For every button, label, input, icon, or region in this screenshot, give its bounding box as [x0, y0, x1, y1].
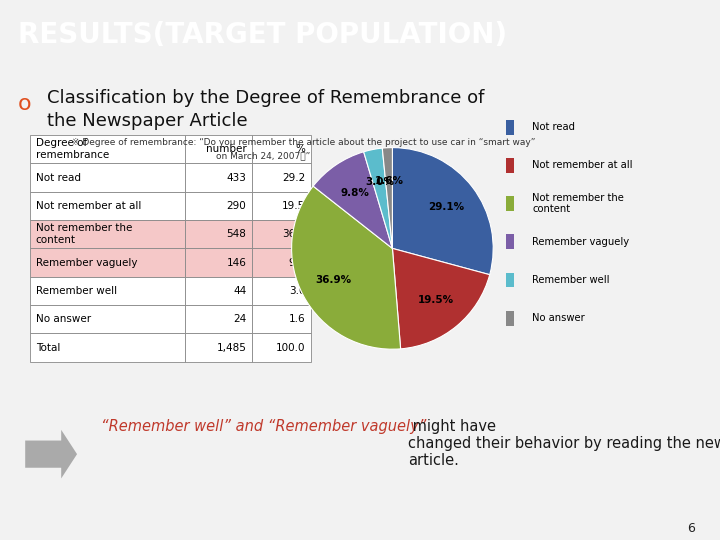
- Bar: [30, 333, 185, 362]
- Text: o: o: [18, 94, 32, 114]
- Text: 548: 548: [227, 229, 246, 239]
- Bar: [252, 192, 311, 220]
- Text: ※ Degree of remembrance: “Do you remember the article about the project to use c: ※ Degree of remembrance: “Do you remembe…: [72, 138, 536, 147]
- Text: Classification by the Degree of Remembrance of
the Newspaper Article: Classification by the Degree of Remembra…: [47, 89, 484, 130]
- Text: Not remember the
content: Not remember the content: [36, 224, 132, 245]
- Wedge shape: [313, 152, 392, 248]
- Bar: [506, 158, 515, 173]
- FancyArrow shape: [25, 430, 77, 478]
- Text: 290: 290: [227, 201, 246, 211]
- Bar: [252, 220, 311, 248]
- Wedge shape: [364, 148, 392, 248]
- Bar: [30, 305, 185, 333]
- Bar: [30, 248, 185, 276]
- Bar: [252, 248, 311, 276]
- Bar: [252, 333, 311, 362]
- Text: Not read: Not read: [532, 122, 575, 132]
- Text: 9.8%: 9.8%: [340, 187, 369, 198]
- Text: 3.0%: 3.0%: [365, 177, 394, 187]
- Text: Remember vaguely: Remember vaguely: [36, 258, 138, 268]
- Bar: [30, 220, 185, 248]
- Text: Not remember at all: Not remember at all: [36, 201, 141, 211]
- Text: 44: 44: [233, 286, 246, 296]
- Text: Remember vaguely: Remember vaguely: [532, 237, 629, 247]
- Text: RESULTS(TARGET POPULATION): RESULTS(TARGET POPULATION): [18, 21, 507, 49]
- Bar: [30, 135, 185, 163]
- Text: 36.9%: 36.9%: [315, 275, 351, 285]
- Bar: [185, 305, 252, 333]
- Text: 1.6%: 1.6%: [374, 176, 403, 186]
- Bar: [252, 163, 311, 192]
- Wedge shape: [382, 147, 392, 248]
- Text: 146: 146: [227, 258, 246, 268]
- Text: might have
changed their behavior by reading the newspaper
article.: might have changed their behavior by rea…: [408, 418, 720, 468]
- Bar: [252, 135, 311, 163]
- Bar: [30, 276, 185, 305]
- Wedge shape: [392, 147, 493, 275]
- Bar: [185, 135, 252, 163]
- Text: 29.1%: 29.1%: [428, 202, 464, 212]
- Text: 3.0: 3.0: [289, 286, 305, 296]
- Text: 19.5: 19.5: [282, 201, 305, 211]
- Bar: [252, 276, 311, 305]
- Text: %: %: [295, 144, 305, 154]
- Bar: [185, 248, 252, 276]
- Text: 9.8: 9.8: [289, 258, 305, 268]
- Bar: [252, 305, 311, 333]
- Text: 36.9: 36.9: [282, 229, 305, 239]
- Bar: [506, 120, 515, 134]
- Bar: [506, 273, 515, 287]
- Text: No answer: No answer: [532, 313, 585, 323]
- Text: 29.2: 29.2: [282, 172, 305, 183]
- Wedge shape: [292, 186, 400, 349]
- Text: Degree of
remembrance: Degree of remembrance: [36, 138, 109, 160]
- Text: 19.5%: 19.5%: [418, 295, 454, 305]
- Text: No answer: No answer: [36, 314, 91, 325]
- Text: Remember well: Remember well: [36, 286, 117, 296]
- Text: 6: 6: [687, 522, 695, 535]
- Bar: [506, 310, 515, 326]
- Bar: [30, 192, 185, 220]
- Text: Not read: Not read: [36, 172, 81, 183]
- Text: Remember well: Remember well: [532, 275, 610, 285]
- Bar: [185, 333, 252, 362]
- Bar: [30, 163, 185, 192]
- Bar: [185, 276, 252, 305]
- Text: 24: 24: [233, 314, 246, 325]
- Bar: [506, 196, 515, 211]
- Wedge shape: [392, 248, 490, 349]
- Text: number: number: [206, 144, 246, 154]
- Bar: [185, 163, 252, 192]
- Text: Not remember at all: Not remember at all: [532, 160, 633, 170]
- Text: 1,485: 1,485: [217, 342, 246, 353]
- Text: 100.0: 100.0: [276, 342, 305, 353]
- Bar: [185, 192, 252, 220]
- Text: 433: 433: [227, 172, 246, 183]
- Text: “Remember well” and “Remember vaguely”: “Remember well” and “Remember vaguely”: [101, 418, 426, 434]
- Text: Total: Total: [36, 342, 60, 353]
- Text: Not remember the
content: Not remember the content: [532, 193, 624, 214]
- Text: on March 24, 2007？”: on March 24, 2007？”: [216, 151, 310, 160]
- Bar: [185, 220, 252, 248]
- Bar: [506, 234, 515, 249]
- Text: 1.6: 1.6: [289, 314, 305, 325]
